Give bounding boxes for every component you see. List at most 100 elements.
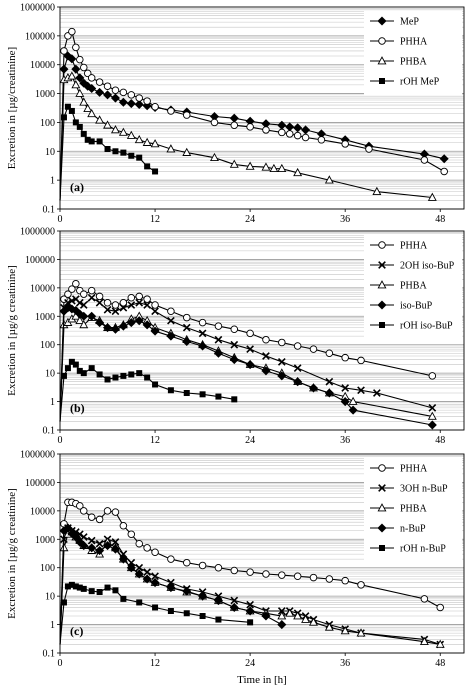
plot-frame	[59, 6, 465, 210]
data-point	[134, 569, 144, 579]
data-point	[72, 583, 79, 590]
data-point	[110, 324, 120, 334]
data-point	[112, 148, 119, 155]
data-point	[96, 371, 103, 378]
data-point	[142, 137, 152, 146]
data-point	[151, 572, 159, 581]
legend-marker	[379, 78, 385, 84]
y-axis-label: Excretion in [µg/creatinine]	[6, 47, 18, 169]
data-point	[88, 138, 95, 145]
data-point	[118, 321, 128, 331]
data-point	[277, 371, 287, 381]
data-point	[278, 128, 286, 137]
y-tick-label: 0.1	[43, 649, 56, 660]
data-point	[103, 120, 112, 129]
data-point	[229, 355, 239, 365]
data-point	[68, 107, 75, 114]
legend-label: n-BuP	[400, 524, 426, 535]
data-point	[68, 358, 75, 365]
data-point	[136, 154, 143, 161]
data-point	[95, 318, 105, 328]
data-point	[95, 546, 105, 556]
legend-label: PHBA	[400, 504, 427, 515]
data-point	[127, 293, 136, 302]
data-point	[87, 286, 96, 295]
data-point	[167, 107, 175, 115]
data-point	[103, 323, 113, 333]
data-point	[64, 103, 71, 110]
panel-1: 0.1 1 10 100 1000 10000 100000 1000000 0 12 24 36 48…	[6, 3, 465, 225]
panel-3: 0.1 1 10 100 1000 10000 100000 1000000 0 12 24 36 48…	[6, 450, 465, 669]
y-tick-label: 100	[40, 340, 55, 351]
data-point	[150, 139, 160, 148]
data-point	[213, 596, 223, 606]
data-point	[309, 573, 318, 582]
data-point	[293, 572, 302, 581]
data-point	[103, 305, 112, 314]
data-point	[245, 161, 255, 170]
data-point	[119, 88, 128, 97]
data-point	[285, 122, 295, 132]
data-point	[64, 583, 71, 590]
data-point	[119, 298, 128, 307]
data-point	[151, 102, 159, 111]
data-point	[293, 131, 302, 140]
data-point	[435, 639, 445, 648]
legend-label: PHHA	[400, 37, 428, 48]
data-point	[143, 544, 151, 552]
data-point	[198, 341, 208, 351]
series-1	[59, 498, 444, 645]
x-tick-label: 24	[245, 658, 255, 669]
data-point	[110, 544, 120, 554]
series-4	[59, 303, 437, 430]
data-point	[128, 371, 135, 378]
x-tick-label: 24	[245, 435, 255, 446]
legend-marker	[377, 300, 387, 310]
data-point	[68, 285, 76, 293]
y-tick-label: 10	[45, 147, 55, 158]
y-axis-label: Excretion in [µg/g creatinine]	[6, 265, 18, 396]
data-point	[293, 342, 302, 350]
data-point	[110, 125, 120, 134]
legend: PHHA 3OH n-BuP PHBA n-BuP rOH n-BuP	[364, 458, 462, 562]
series-4	[59, 523, 287, 645]
data-point	[324, 175, 334, 184]
data-point	[167, 578, 175, 587]
y-axis-label: Excretion in [µg/g creatinine]	[6, 488, 18, 619]
legend-label: rOH MeP	[400, 77, 440, 88]
data-point	[120, 372, 127, 379]
data-point	[229, 602, 239, 612]
data-point	[87, 83, 97, 94]
data-point	[68, 581, 75, 588]
data-point	[428, 372, 437, 380]
data-point	[118, 554, 128, 564]
data-point	[104, 584, 111, 591]
data-point	[356, 628, 366, 637]
data-point	[136, 370, 143, 377]
data-point	[87, 74, 96, 82]
legend-marker	[378, 261, 386, 269]
data-point	[95, 298, 104, 307]
data-point	[246, 123, 254, 131]
x-axis-label: Time in [h]	[237, 674, 287, 686]
y-tick-label: 1000	[35, 312, 55, 323]
data-point	[262, 570, 270, 578]
data-point	[182, 336, 192, 346]
data-point	[357, 386, 365, 395]
data-point	[76, 55, 84, 64]
data-point	[111, 538, 120, 546]
data-point	[439, 154, 449, 164]
data-point	[261, 611, 271, 621]
data-point	[340, 397, 350, 407]
data-point	[230, 325, 239, 333]
data-point	[150, 326, 160, 336]
data-point	[420, 156, 429, 164]
data-point	[317, 136, 326, 144]
data-point	[340, 626, 350, 635]
data-point	[143, 301, 152, 309]
data-point	[166, 144, 176, 153]
data-point	[199, 613, 206, 620]
data-point	[71, 532, 81, 542]
series-3	[59, 71, 437, 201]
